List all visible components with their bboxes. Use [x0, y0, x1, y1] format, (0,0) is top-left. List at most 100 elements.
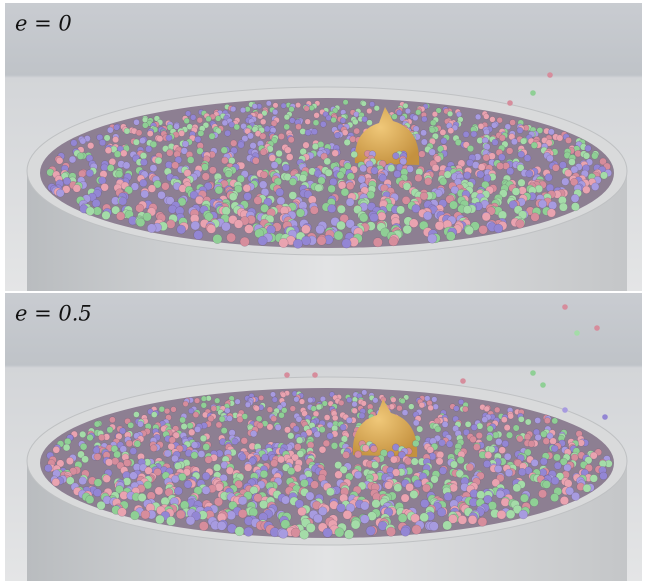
ball [156, 135, 164, 143]
ball [556, 134, 564, 142]
ball [321, 400, 328, 407]
ball [418, 220, 429, 231]
ball [512, 424, 520, 432]
ball [244, 224, 254, 234]
ball [248, 507, 259, 517]
ball [496, 162, 504, 170]
ball [96, 133, 104, 141]
ball [429, 521, 439, 532]
ball [103, 134, 111, 142]
ball [143, 480, 153, 490]
ball [433, 155, 442, 163]
ball [330, 116, 337, 124]
ball [322, 439, 331, 448]
ball [295, 415, 303, 423]
ball [316, 235, 327, 246]
ball [146, 130, 154, 137]
ball [113, 150, 122, 158]
ball [476, 170, 485, 179]
ball [552, 163, 560, 172]
ball [481, 212, 491, 222]
ball [505, 431, 514, 439]
ball [462, 428, 470, 436]
ball [507, 100, 513, 106]
ball [359, 213, 369, 223]
ball [602, 414, 608, 420]
ball [370, 166, 379, 175]
ball [460, 378, 466, 384]
ball [510, 138, 518, 146]
ball [190, 114, 197, 121]
ball [109, 416, 116, 424]
ball [322, 527, 333, 538]
ball [369, 212, 379, 223]
ball [342, 510, 353, 520]
ball [369, 101, 376, 108]
ball [470, 423, 478, 431]
ball [249, 142, 257, 150]
ball [373, 105, 380, 112]
ball [257, 235, 268, 246]
ball [323, 157, 332, 166]
ball [410, 457, 419, 466]
ball [55, 156, 64, 165]
ball [251, 125, 259, 133]
ball [271, 396, 278, 403]
ball [424, 395, 431, 402]
ball [79, 430, 87, 438]
ball [100, 183, 109, 192]
ball [312, 119, 320, 126]
ball [340, 187, 350, 197]
ball [193, 230, 204, 240]
ball [470, 130, 478, 138]
ball [115, 170, 124, 178]
ball [261, 453, 269, 462]
ball [589, 451, 598, 460]
ball [505, 509, 516, 520]
ball [284, 372, 290, 378]
ball [272, 102, 279, 109]
ball [346, 181, 355, 191]
ball [431, 396, 438, 403]
ball [350, 150, 358, 159]
ball [450, 460, 458, 469]
ball [308, 105, 315, 111]
ball [440, 137, 448, 145]
ball [295, 102, 302, 109]
ball [178, 130, 185, 137]
ball [518, 509, 529, 520]
ball [455, 111, 463, 118]
ball [404, 108, 411, 115]
ball [133, 440, 142, 448]
ball [342, 451, 350, 459]
ball [259, 469, 269, 479]
ball [400, 526, 411, 537]
ball [408, 403, 415, 410]
ball [456, 456, 465, 465]
ball [366, 107, 373, 115]
ball [301, 235, 312, 246]
ball [272, 109, 279, 116]
ball [302, 141, 310, 149]
ball [506, 167, 515, 176]
ball [313, 430, 321, 438]
ball [133, 119, 140, 126]
ball [183, 480, 193, 489]
ball [317, 176, 326, 185]
ball [185, 515, 196, 526]
ball [534, 433, 542, 441]
ball [366, 119, 373, 126]
ball [411, 204, 421, 214]
ball [483, 113, 490, 120]
ball [98, 434, 106, 442]
ball [500, 416, 508, 424]
ball [538, 489, 548, 499]
ball [144, 466, 153, 475]
ball [165, 196, 175, 206]
ball [76, 152, 85, 160]
ball [330, 442, 339, 450]
ball [455, 469, 464, 478]
ball [238, 496, 248, 506]
ball [584, 144, 592, 152]
ball [313, 513, 323, 524]
